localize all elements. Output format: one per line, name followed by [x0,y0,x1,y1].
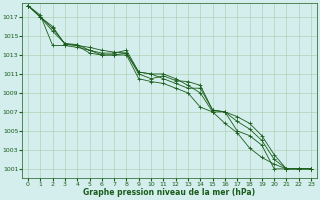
X-axis label: Graphe pression niveau de la mer (hPa): Graphe pression niveau de la mer (hPa) [84,188,256,197]
